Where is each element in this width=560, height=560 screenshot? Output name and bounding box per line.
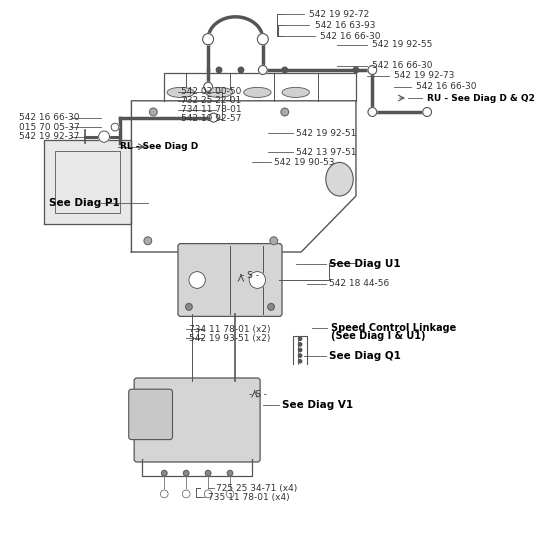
Text: Speed Control Linkage: Speed Control Linkage — [332, 323, 456, 333]
Circle shape — [185, 304, 192, 310]
Text: See Diag V1: See Diag V1 — [282, 400, 353, 410]
Circle shape — [204, 82, 212, 91]
Ellipse shape — [282, 87, 309, 97]
Ellipse shape — [326, 162, 353, 196]
Circle shape — [203, 34, 213, 45]
Text: 542 18 44-56: 542 18 44-56 — [329, 279, 389, 288]
Circle shape — [227, 470, 233, 476]
Text: 542 13 97-51: 542 13 97-51 — [296, 148, 356, 157]
Text: (See Diag I & U1): (See Diag I & U1) — [332, 331, 426, 341]
Text: 542 19 92-57: 542 19 92-57 — [181, 114, 241, 123]
Circle shape — [184, 470, 189, 476]
Text: See Diag P1: See Diag P1 — [49, 198, 120, 208]
Bar — [55, 151, 120, 213]
Text: 542 16 66-30: 542 16 66-30 — [372, 61, 433, 70]
Circle shape — [298, 360, 302, 363]
Circle shape — [150, 108, 157, 116]
Circle shape — [298, 354, 302, 357]
Circle shape — [353, 67, 359, 73]
Text: 542 16 66-30: 542 16 66-30 — [416, 82, 477, 91]
Circle shape — [282, 67, 287, 73]
Circle shape — [368, 108, 377, 116]
Text: RL - See Diag D: RL - See Diag D — [120, 142, 199, 151]
Text: See Diag U1: See Diag U1 — [329, 259, 400, 269]
Text: 015 70 05-37: 015 70 05-37 — [19, 123, 80, 132]
Circle shape — [270, 237, 278, 245]
Circle shape — [258, 34, 268, 45]
Circle shape — [281, 108, 288, 116]
Circle shape — [259, 66, 267, 74]
Ellipse shape — [244, 87, 271, 97]
Circle shape — [226, 490, 234, 498]
Ellipse shape — [167, 87, 194, 97]
Circle shape — [298, 337, 302, 340]
FancyBboxPatch shape — [134, 378, 260, 462]
Circle shape — [298, 348, 302, 352]
Circle shape — [368, 66, 377, 74]
Text: - S -: - S - — [241, 271, 259, 280]
Circle shape — [144, 237, 152, 245]
Text: 542 19 92-55: 542 19 92-55 — [372, 40, 433, 49]
Circle shape — [238, 67, 244, 73]
Text: 725 25 34-71 (x4): 725 25 34-71 (x4) — [216, 484, 297, 493]
Text: 735 11 78-01 (x4): 735 11 78-01 (x4) — [208, 493, 290, 502]
Circle shape — [161, 470, 167, 476]
Text: 734 11 78-01 (x2): 734 11 78-01 (x2) — [189, 325, 270, 334]
Text: 542 19 92-51: 542 19 92-51 — [296, 129, 356, 138]
Circle shape — [189, 272, 206, 288]
Circle shape — [183, 490, 190, 498]
Circle shape — [216, 67, 222, 73]
Text: 542 19 92-72: 542 19 92-72 — [309, 10, 370, 18]
Text: 542 02 00-50: 542 02 00-50 — [181, 87, 241, 96]
Text: - S -: - S - — [249, 390, 267, 399]
Circle shape — [249, 272, 265, 288]
Circle shape — [206, 470, 211, 476]
Text: 542 16 66-30: 542 16 66-30 — [320, 32, 381, 41]
Text: 542 19 90-53: 542 19 90-53 — [274, 158, 334, 167]
Ellipse shape — [206, 87, 233, 97]
Circle shape — [99, 131, 110, 142]
Text: 542 19 92-37: 542 19 92-37 — [19, 132, 80, 141]
Circle shape — [111, 123, 119, 131]
FancyBboxPatch shape — [129, 389, 172, 440]
Text: 542 16 66-30: 542 16 66-30 — [19, 113, 80, 122]
Polygon shape — [44, 140, 132, 224]
Text: RU - See Diag D & Q2: RU - See Diag D & Q2 — [427, 94, 535, 102]
Text: 542 19 93-51 (x2): 542 19 93-51 (x2) — [189, 334, 270, 343]
Circle shape — [204, 490, 212, 498]
Circle shape — [298, 343, 302, 346]
Text: 734 11 78-01: 734 11 78-01 — [181, 105, 241, 114]
Circle shape — [209, 113, 218, 122]
Circle shape — [423, 108, 432, 116]
Circle shape — [268, 304, 274, 310]
Text: See Diag Q1: See Diag Q1 — [329, 351, 400, 361]
Circle shape — [161, 490, 168, 498]
Text: 732 25 22-01: 732 25 22-01 — [181, 96, 241, 105]
Text: 542 16 63-93: 542 16 63-93 — [315, 21, 375, 30]
Text: 542 19 92-73: 542 19 92-73 — [394, 71, 455, 80]
FancyBboxPatch shape — [178, 244, 282, 316]
